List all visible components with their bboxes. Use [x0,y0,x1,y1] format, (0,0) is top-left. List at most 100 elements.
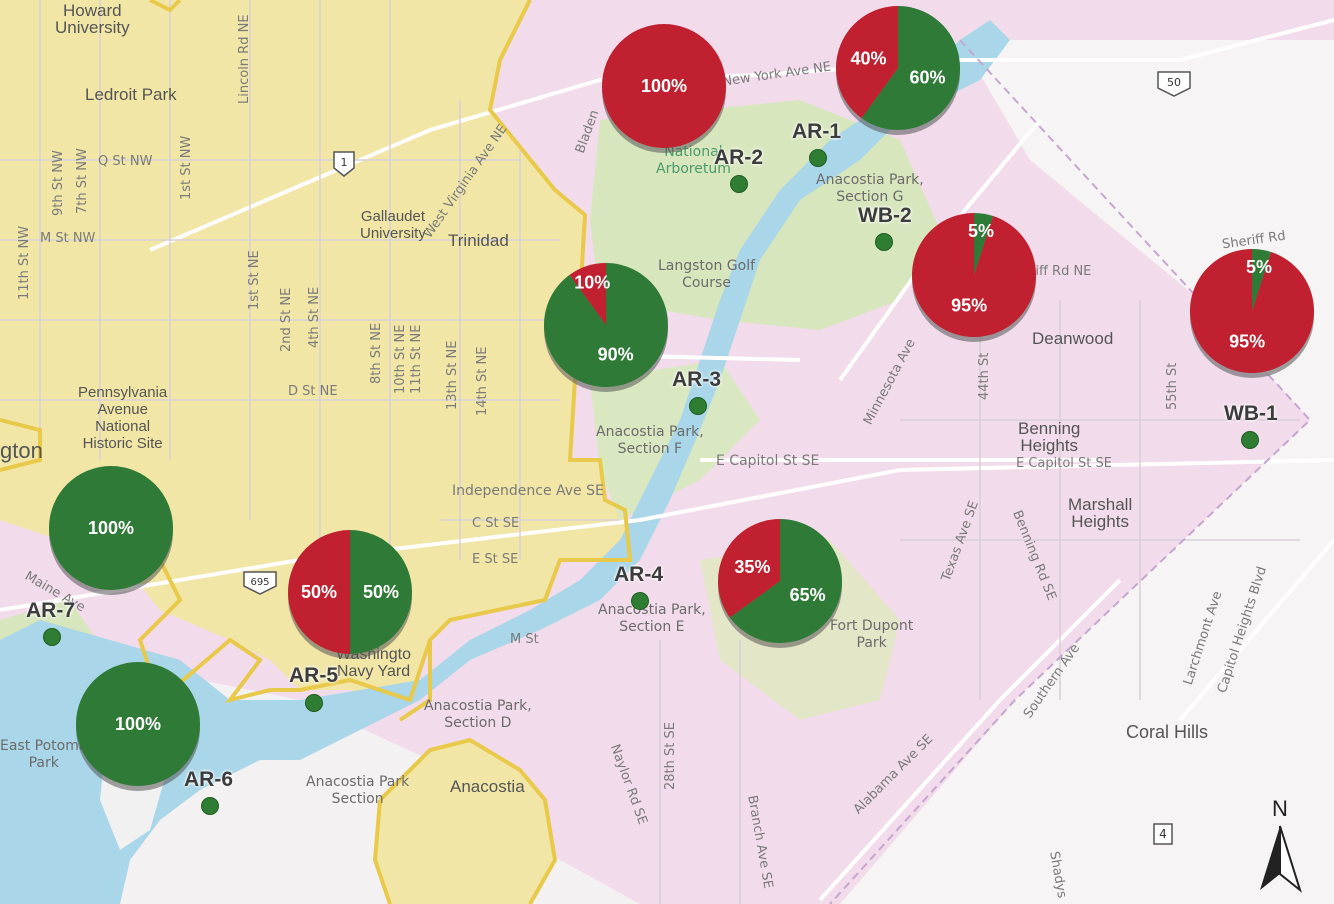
site-label-ar5: AR-5 [289,664,339,687]
place-langston-golf-course: Langston Golf Course [658,258,756,291]
pie-slice-red-ar3 [569,263,606,325]
pie-slice-green-ar7 [49,466,173,590]
pie-label-red-ar4: 35% [734,557,770,577]
place-anacostia: Anacostia [450,777,525,796]
street-q-st-nw: Q St NW [98,154,153,169]
route-4-label: 4 [1159,827,1167,841]
outside-dc-area [840,40,1334,904]
route-50-label: 50 [1167,76,1181,89]
route-1-shield [333,151,355,177]
site-label-ar3: AR-3 [672,368,722,391]
site-dot-ar6[interactable] [201,797,219,815]
pie-label-green-ar3: 90% [598,344,634,364]
route-4-shield [1153,823,1173,845]
ward-boundary [398,0,633,722]
pie-wb2[interactable]: 5% 95% [911,213,1036,342]
route-50-shield [1157,71,1191,97]
place-washington: gton [0,438,43,463]
route-1-label: 1 [340,156,348,169]
site-dot-wb1[interactable] [1241,431,1259,449]
place-ledroit-park: Ledroit Park [85,85,177,104]
site-label-wb2: WB-2 [858,204,912,227]
place-anacostia-park-c: Anacostia Park Section [306,774,410,807]
place-howard-university: Howard University [55,1,130,37]
pie-label-green-wb2: 5% [968,221,994,241]
north-arrow: N [1254,796,1306,896]
site-label-ar4: AR-4 [614,563,664,586]
place-deanwood: Deanwood [1032,329,1114,348]
pie-label-green-ar6: 100% [115,714,161,734]
place-anacostia-park-f: Anacostia Park, Section F [596,424,704,457]
street-e-st-se: E St SE [472,552,519,567]
minor-roads [0,0,1300,904]
pie-slice-red-ar2 [602,24,726,148]
street-m-st: M St [510,632,539,647]
site-label-ar2: AR-2 [714,146,764,169]
north-arrow-icon [1260,825,1302,893]
route-695-label: 695 [250,577,270,588]
place-anacostia-park-g: Anacostia Park, Section G [816,172,924,205]
pie-slice-green-ar5 [350,530,412,654]
pie-ar6[interactable]: 100% [76,662,200,791]
pie-label-green-ar7: 100% [88,518,134,538]
place-penn-ave-historic-site: Pennsylvania Avenue National Historic Site [78,384,168,452]
north-label: N [1272,796,1288,821]
pie-label-green-ar1: 60% [909,68,945,88]
pie-label-red-ar3: 10% [574,273,610,293]
pie-slice-red-ar5 [288,530,350,654]
street-e-capitol-st: E Capitol St SE [716,453,820,469]
pie-ar4[interactable]: 65% 35% [718,519,842,648]
pie-wb1[interactable]: 5% 95% [1190,249,1314,378]
route-695-shield [243,571,277,595]
pie-slice-red-ar1 [836,5,898,119]
street-independence-ave: Independence Ave SE [452,483,604,499]
site-label-wb1: WB-1 [1224,402,1278,425]
place-trinidad: Trinidad [448,231,509,250]
pie-ar5[interactable]: 50% 50% [288,530,412,659]
anacostia-yellow-area [375,740,555,904]
pie-label-green-wb1: 5% [1246,257,1272,277]
pie-slice-green-ar4 [729,519,842,643]
site-label-ar1: AR-1 [792,120,842,143]
pie-ar2[interactable]: 100% [602,24,726,153]
pie-ar7[interactable]: 100% [49,466,173,595]
pie-label-red-ar2: 100% [641,76,687,96]
pie-ar3[interactable]: 90% 10% [544,263,669,392]
pie-slice-green-wb1 [1252,249,1272,311]
pie-label-red-ar5: 50% [301,582,337,602]
pie-slice-red-wb1 [1190,249,1314,373]
street-c-st-se: C St SE [472,516,520,531]
site-dot-ar5[interactable] [305,694,323,712]
site-label-ar7: AR-7 [26,599,76,622]
pie-slice-green-ar6 [76,662,200,786]
ward-boundary-south [137,559,432,704]
site-dot-ar3[interactable] [689,397,707,415]
site-dot-ar4[interactable] [631,592,649,610]
pie-slice-green-wb2 [974,213,994,275]
pie-slice-red-ar4 [718,519,780,618]
site-dot-ar2[interactable] [730,175,748,193]
pie-label-green-ar4: 65% [790,585,826,605]
pie-slice-red-wb2 [911,213,1036,337]
place-fort-dupont-park: Fort Dupont Park [830,618,914,651]
place-coral-hills: Coral Hills [1126,722,1209,742]
site-dot-ar1[interactable] [809,149,827,167]
street-e-capitol-st-2: E Capitol St SE [1016,456,1112,471]
site-dot-ar7[interactable] [43,628,61,646]
ward-boundary-top [149,0,182,13]
pie-ar1[interactable]: 60% 40% [836,5,960,135]
place-marshall-heights: Marshall Heights [1068,495,1133,531]
dc-boundary [829,39,1312,904]
ward-boundary-anacostia [372,737,558,904]
place-anacostia-park-e: Anacostia Park, Section E [598,602,706,635]
pie-label-red-ar1: 40% [851,48,887,68]
place-gallaudet: Gallaudet University [360,208,426,242]
street-m-st-nw: M St NW [40,231,96,246]
site-dot-wb2[interactable] [875,233,893,251]
pie-slice-green-ar1 [861,6,960,130]
pie-label-red-wb1: 95% [1229,332,1265,352]
site-label-ar6: AR-6 [184,768,234,791]
ward-boundary-left [0,418,42,472]
